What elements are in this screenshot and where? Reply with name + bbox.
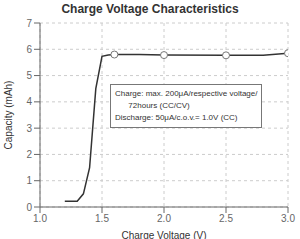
- svg-text:1.5: 1.5: [95, 213, 109, 224]
- svg-text:Capacity (mAh): Capacity (mAh): [8, 81, 14, 150]
- svg-text:6: 6: [26, 44, 32, 55]
- svg-text:2.5: 2.5: [219, 213, 233, 224]
- svg-text:3.0: 3.0: [281, 213, 292, 224]
- svg-text:2.0: 2.0: [157, 213, 171, 224]
- svg-text:0: 0: [26, 202, 32, 213]
- svg-text:3: 3: [26, 123, 32, 134]
- svg-text:1.0: 1.0: [33, 213, 47, 224]
- html-text:Charge: max. 200μA/respective: Charge: max. 200μA/respective voltage/ 7…: [115, 89, 258, 122]
- svg-text:2: 2: [26, 149, 32, 160]
- svg-text:5: 5: [26, 70, 32, 81]
- svg-text:4: 4: [26, 96, 32, 107]
- svg-text:1: 1: [26, 175, 32, 186]
- svg-text:Charge Voltage (V): Charge Voltage (V): [121, 230, 206, 239]
- svg-text:7: 7: [26, 18, 32, 29]
- html-text:Charge Voltage Characteristics: Charge Voltage Characteristics: [61, 2, 239, 16]
